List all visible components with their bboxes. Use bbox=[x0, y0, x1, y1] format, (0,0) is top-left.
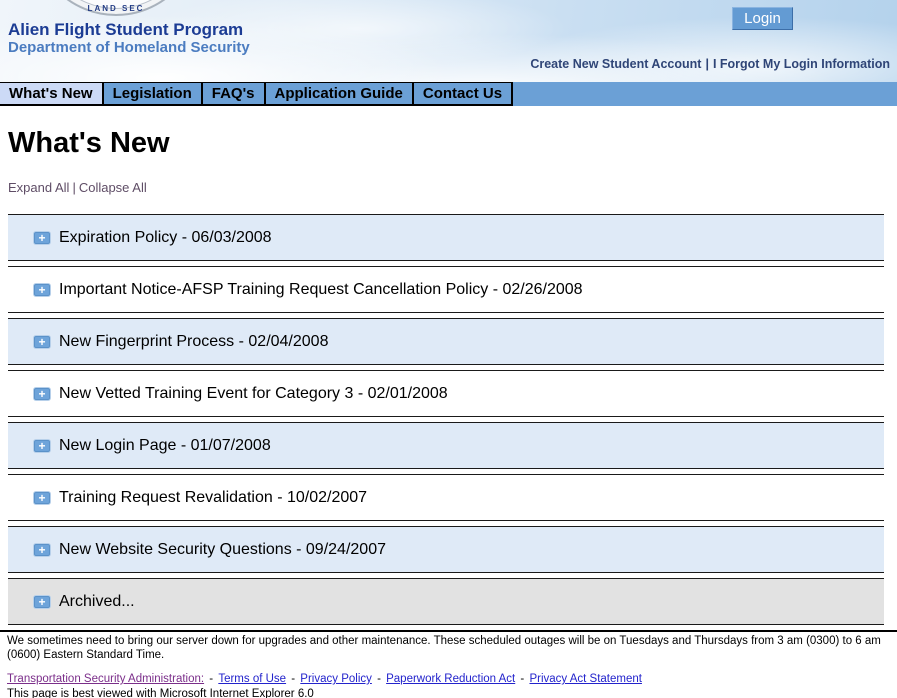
footer-link-privacy-act-statement[interactable]: Privacy Act Statement bbox=[529, 673, 642, 685]
tab-legislation[interactable]: Legislation bbox=[103, 82, 203, 106]
browser-compatibility-note: This page is best viewed with Microsoft … bbox=[7, 688, 314, 698]
forgot-login-link[interactable]: I Forgot My Login Information bbox=[712, 57, 890, 71]
create-account-link[interactable]: Create New Student Account bbox=[530, 57, 702, 71]
news-item-row[interactable]: + Expiration Policy - 06/03/2008 bbox=[8, 214, 884, 261]
expand-plus-icon[interactable]: + bbox=[33, 542, 51, 557]
news-item-row[interactable]: + New Vetted Training Event for Category … bbox=[8, 370, 884, 417]
footer-links: Transportation Security Administration: … bbox=[7, 673, 897, 685]
news-item-label: New Login Page - 01/07/2008 bbox=[59, 436, 271, 454]
site-title: Alien Flight Student Program bbox=[8, 20, 244, 39]
footer-link-separator: - bbox=[206, 673, 217, 685]
tab-contact-us[interactable]: Contact Us bbox=[413, 82, 514, 106]
dhs-seal-text: LAND SEC bbox=[87, 4, 145, 13]
main-navbar: What's New Legislation FAQ's Application Gu… bbox=[0, 82, 897, 106]
expand-all-link[interactable]: Expand All bbox=[8, 180, 70, 195]
tab-what-s-new[interactable]: What's New bbox=[0, 82, 104, 106]
collapse-all-link[interactable]: Collapse All bbox=[78, 180, 147, 195]
news-item-row[interactable]: + Training Request Revalidation - 10/02/2… bbox=[8, 474, 884, 521]
news-item-row[interactable]: + Archived... bbox=[8, 578, 884, 625]
news-item-label: Expiration Policy - 06/03/2008 bbox=[59, 228, 272, 246]
footer-divider bbox=[0, 630, 897, 632]
news-item-label: Training Request Revalidation - 10/02/20… bbox=[59, 488, 368, 506]
footer-link-separator: - bbox=[288, 673, 299, 685]
news-item-label: Archived... bbox=[59, 592, 135, 610]
news-item-row[interactable]: + Important Notice-AFSP Training Request … bbox=[8, 266, 884, 313]
expand-collapse-controls: Expand All | Collapse All bbox=[8, 180, 889, 195]
news-item-row[interactable]: + New Fingerprint Process - 02/04/2008 bbox=[8, 318, 884, 365]
expand-plus-icon[interactable]: + bbox=[33, 386, 51, 401]
expand-plus-icon[interactable]: + bbox=[33, 334, 51, 349]
expand-plus-icon[interactable]: + bbox=[33, 594, 51, 609]
news-item-row[interactable]: + New Login Page - 01/07/2008 bbox=[8, 422, 884, 469]
expand-plus-icon[interactable]: + bbox=[33, 230, 51, 245]
maintenance-notice: We sometimes need to bring our server do… bbox=[7, 635, 881, 661]
footer-link-separator: - bbox=[373, 673, 385, 685]
expand-collapse-separator: | bbox=[72, 180, 76, 195]
tab-application-guide[interactable]: Application Guide bbox=[265, 82, 414, 106]
footer-link-transportation-security-administration[interactable]: Transportation Security Administration: bbox=[7, 673, 205, 685]
expand-plus-icon[interactable]: + bbox=[33, 282, 51, 297]
account-links: Create New Student Account | I Forgot My L… bbox=[530, 57, 890, 71]
news-item-label: New Vetted Training Event for Category 3… bbox=[59, 384, 448, 402]
expand-plus-icon[interactable]: + bbox=[33, 490, 51, 505]
site-branding: Alien Flight Student Program Department … bbox=[8, 20, 250, 57]
news-item-row[interactable]: + New Website Security Questions - 09/24/… bbox=[8, 526, 884, 573]
footer-link-paperwork-reduction-act[interactable]: Paperwork Reduction Act bbox=[386, 673, 516, 685]
page-title: What's New bbox=[8, 127, 170, 159]
whats-new-list: + Expiration Policy - 06/03/2008 + Importan… bbox=[8, 214, 884, 625]
login-button[interactable]: Login bbox=[732, 7, 793, 30]
site-header: LAND SEC Alien Flight Student Program De… bbox=[0, 0, 897, 82]
footer-link-privacy-policy[interactable]: Privacy Policy bbox=[300, 673, 372, 685]
main-content: What's New Expand All | Collapse All + Expi… bbox=[0, 126, 897, 625]
news-item-label: Important Notice-AFSP Training Request C… bbox=[59, 280, 583, 298]
footer-link-separator: - bbox=[517, 673, 528, 685]
expand-plus-icon[interactable]: + bbox=[33, 438, 51, 453]
tab-faq-s[interactable]: FAQ's bbox=[202, 82, 266, 106]
news-item-label: New Fingerprint Process - 02/04/2008 bbox=[59, 332, 329, 350]
account-links-separator: | bbox=[705, 57, 709, 71]
news-item-label: New Website Security Questions - 09/24/2… bbox=[59, 540, 386, 558]
site-subtitle: Department of Homeland Security bbox=[8, 39, 250, 56]
dhs-seal-icon: LAND SEC bbox=[32, 0, 200, 16]
footer-link-terms-of-use[interactable]: Terms of Use bbox=[218, 673, 287, 685]
